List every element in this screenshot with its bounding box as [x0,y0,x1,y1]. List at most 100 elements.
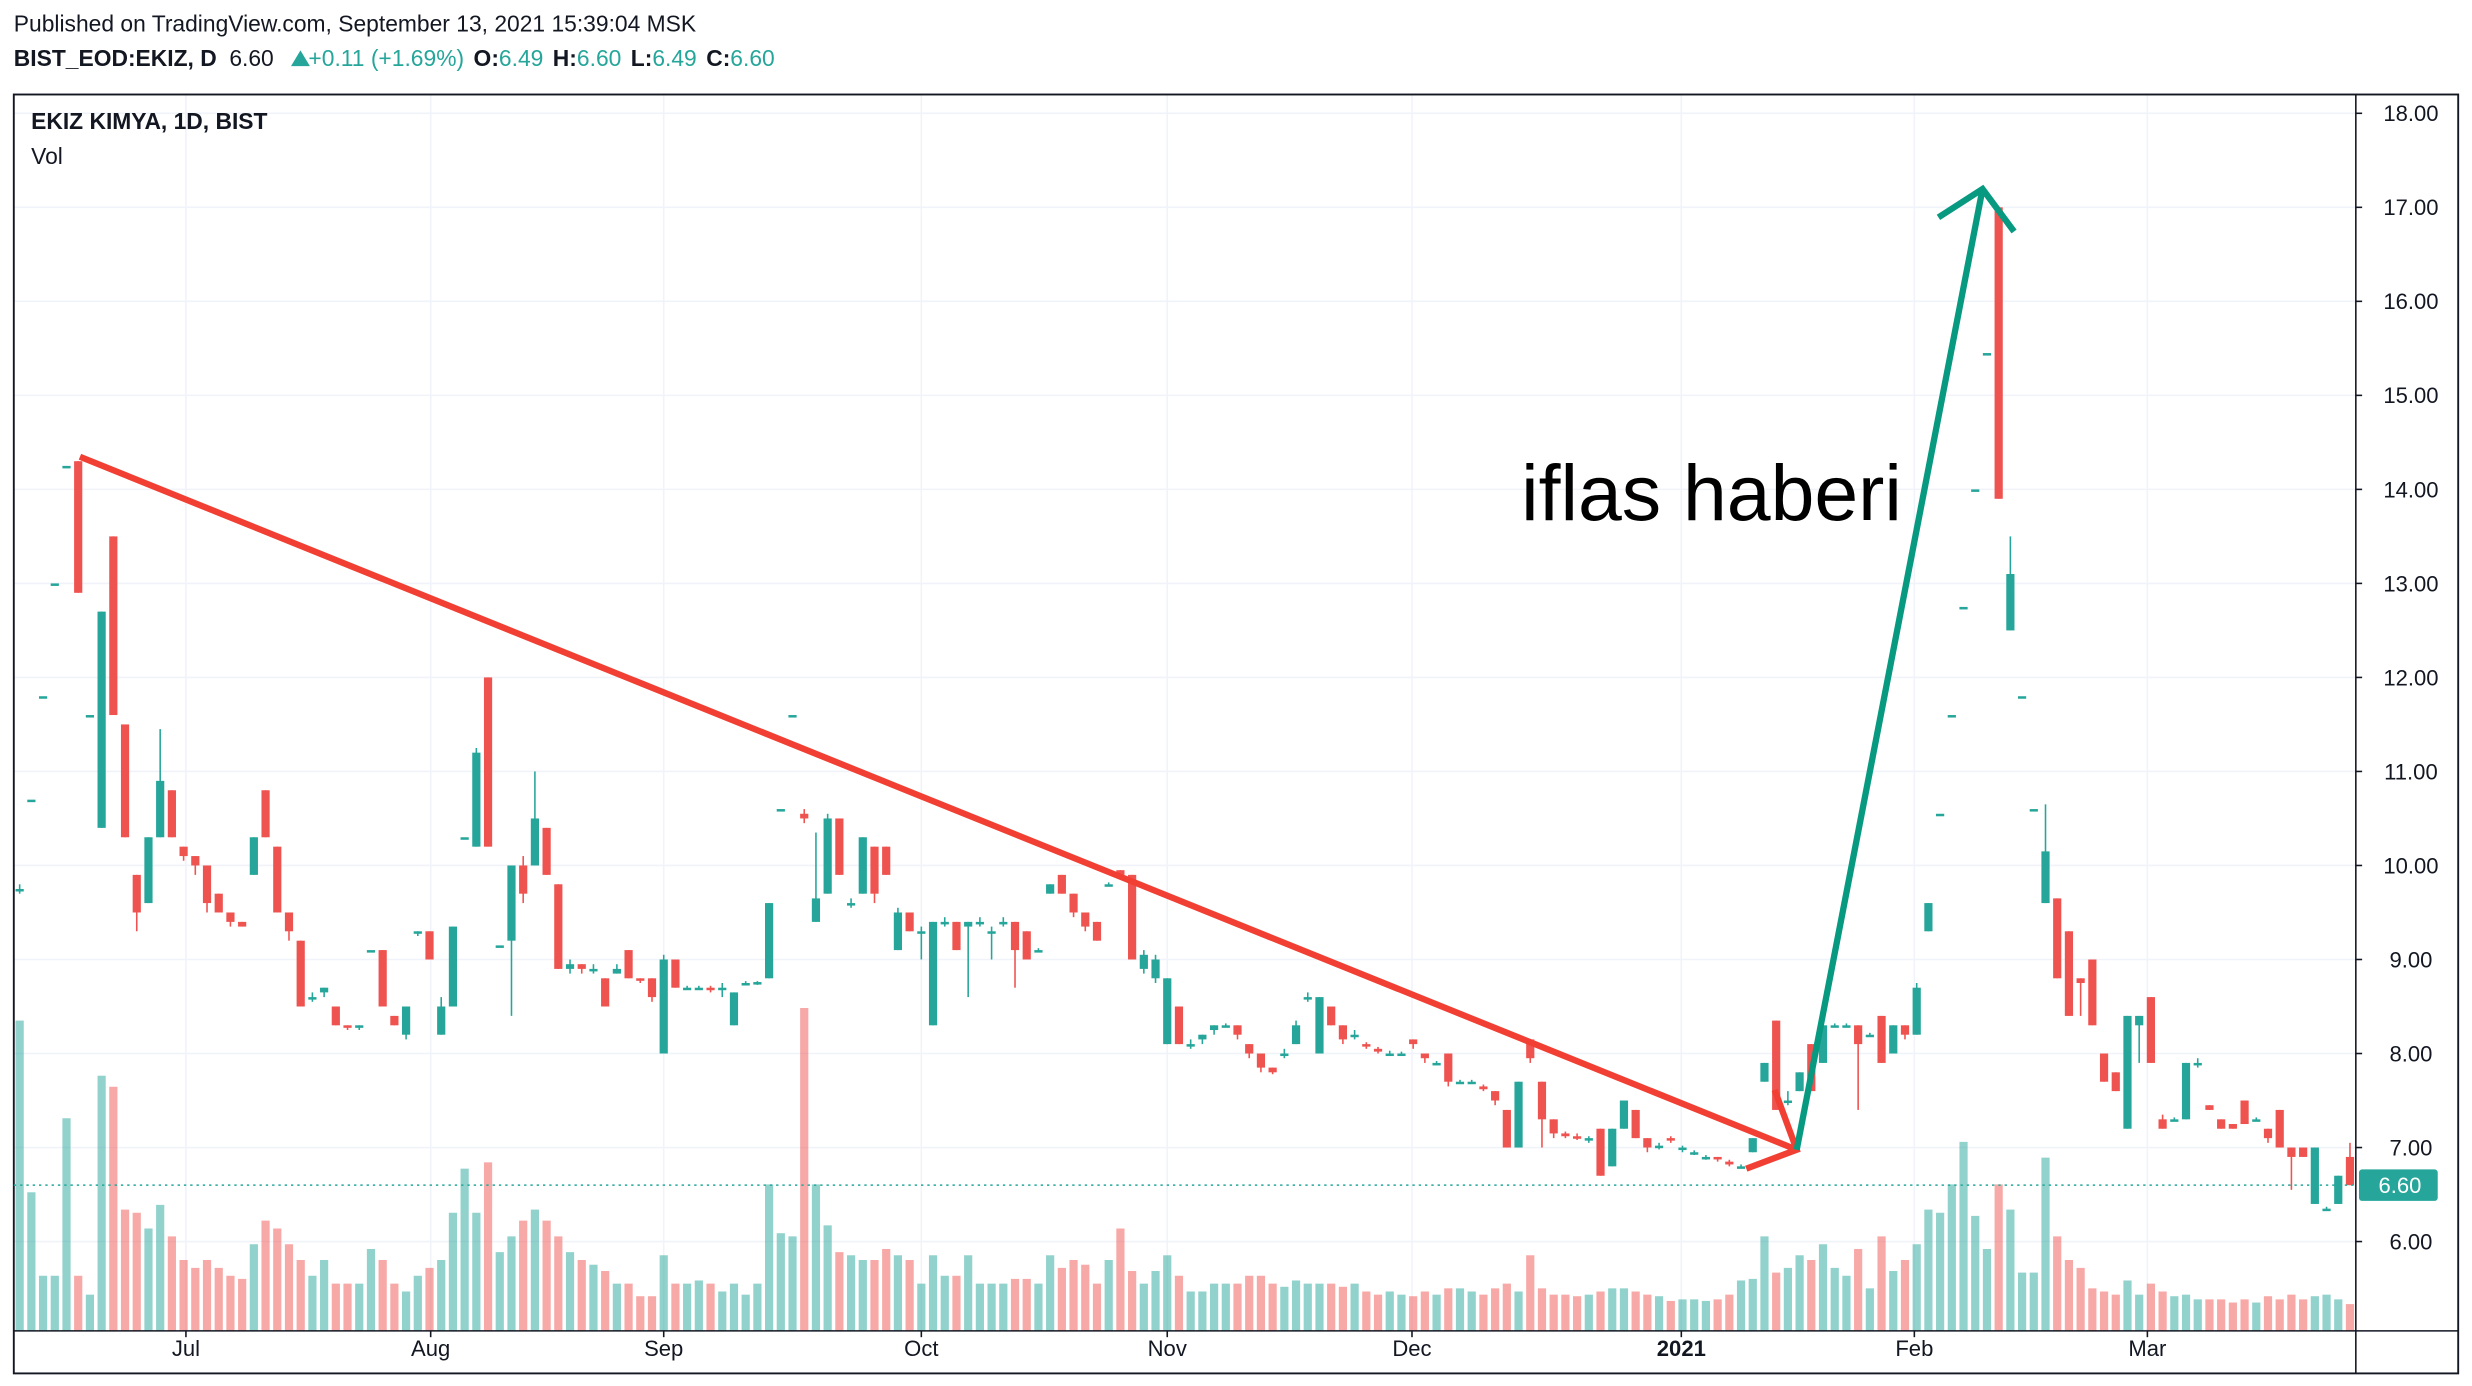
volume-bar [2041,1157,2050,1331]
candle-body [1701,1156,1711,1160]
volume-bar [1549,1294,1558,1331]
volume-bar [530,1209,539,1331]
rise-arrowhead [1936,184,2017,234]
candle-body [1092,921,1102,941]
candle-body [1022,931,1031,960]
x-tick-label: Aug [411,1336,450,1361]
volume-bar [788,1236,797,1331]
volume-bar [1725,1294,1734,1331]
volume-bar [179,1260,188,1331]
volume-bar [1608,1288,1617,1331]
volume-bar [1432,1294,1441,1331]
candle-body [1678,1147,1687,1151]
volume-bar [636,1296,645,1331]
y-tick-label: 15.00 [2383,383,2438,408]
candle-body [2099,1053,2109,1082]
candle-body [1573,1136,1582,1139]
volume-bar [565,1252,575,1331]
annotation: iflas haberi [1521,449,1902,537]
candle-body [437,1006,446,1035]
volume-bar [1502,1283,1511,1331]
volume-bar [2240,1299,2249,1331]
volume-bar [2099,1291,2109,1331]
volume-bar [1713,1299,1722,1331]
y-tick-label: 17.00 [2383,195,2438,220]
candle-body [238,921,247,927]
volume-bar [132,1212,141,1331]
volume-bar [1818,1244,1828,1331]
volume-bar [1971,1215,1980,1331]
volume-bar [1455,1288,1465,1331]
candle-body [659,959,668,1054]
candle-body [2135,1015,2144,1026]
volume-bar [1537,1288,1547,1331]
volume-bar [519,1220,528,1331]
volume-bar [156,1204,165,1331]
volume-bar [62,1118,71,1331]
candle-body [1046,884,1055,894]
volume-bar [1959,1141,1968,1331]
candle-body [1315,997,1324,1054]
volume-bar [577,1260,586,1331]
candle-body [1537,1081,1547,1120]
volume-bar [858,1260,867,1331]
candle-body [1818,1025,1828,1063]
volume-bar [964,1255,973,1331]
candle-body [2240,1100,2249,1125]
volume-bar [1092,1283,1102,1331]
candle-body [999,921,1008,925]
volume-bar [109,1086,118,1331]
volume-bar [647,1296,657,1331]
candle-body [2017,696,2027,699]
volume-bar [2263,1296,2273,1331]
candle-body [2193,1062,2202,1066]
volume-bar [1303,1283,1312,1331]
candle-body [1994,207,2003,499]
volume-bar [612,1283,621,1331]
volume-bar [835,1252,844,1331]
volume-bar [694,1280,703,1331]
candle-body [1690,1152,1699,1155]
candle-body [97,611,106,828]
volume-bar [2017,1272,2027,1331]
candle-body [284,912,294,932]
candle-body [1245,1044,1254,1054]
volume-bar [1022,1278,1031,1331]
candle-body [893,912,903,951]
candle-body [296,940,305,1007]
volume-bar [249,1244,258,1331]
candle-body [167,790,176,838]
volume-bar [870,1260,879,1331]
volume-bar [1783,1267,1792,1331]
x-tick-label: Sep [644,1336,683,1361]
volume-bar [776,1233,785,1331]
candle-body [120,724,130,838]
candle-body [507,865,516,941]
volume-bar [2228,1302,2237,1331]
candle-body [1221,1025,1230,1028]
volume-bar [15,1020,24,1331]
volume-bar [741,1294,750,1331]
candle-body [683,987,692,991]
y-tick-label: 6.00 [2389,1229,2432,1254]
y-tick-label: 13.00 [2383,571,2438,596]
candle-body [1725,1161,1734,1165]
volume-bar [1877,1236,1886,1331]
candle-body [2345,1156,2355,1186]
candle-body [1971,489,1980,492]
candle-body [2322,1208,2331,1212]
volume-bar [1760,1236,1769,1331]
candle-body [1760,1062,1769,1082]
candle-body [2228,1124,2237,1129]
volume-bar [472,1212,481,1331]
volume-bar [2064,1260,2074,1331]
candle-body [1561,1133,1570,1137]
candle-body [495,945,504,948]
volume-bar [1409,1296,1418,1331]
volume-bar [800,1008,809,1331]
volume-bar [1280,1286,1289,1331]
volume-bar [1678,1299,1687,1331]
candle-body [589,968,598,972]
volume-bar [1034,1283,1043,1331]
